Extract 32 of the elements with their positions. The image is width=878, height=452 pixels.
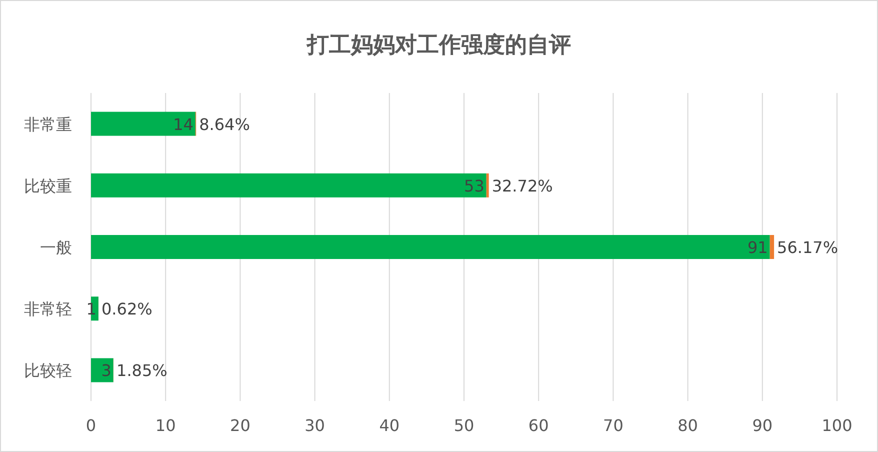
bar: [91, 235, 770, 259]
bar: [770, 235, 774, 259]
data-label: 0.62%: [102, 300, 152, 319]
data-label: 8.64%: [199, 114, 250, 134]
x-tick-label: 40: [379, 416, 400, 435]
x-tick-label: 80: [678, 416, 698, 435]
y-tick-label: 非常轻: [24, 300, 72, 319]
chart-title: 打工妈妈对工作强度的自评: [306, 32, 571, 58]
x-tick-label: 70: [603, 416, 624, 435]
y-tick-label: 比较重: [24, 176, 72, 196]
x-tick-label: 20: [230, 416, 250, 435]
x-tick-label: 0: [86, 416, 96, 435]
x-tick-label: 60: [528, 416, 549, 435]
data-label: 32.72%: [492, 176, 553, 196]
data-label: 91: [748, 238, 768, 257]
bar: [91, 173, 486, 198]
x-tick-label: 90: [752, 416, 773, 435]
x-tick-label: 50: [454, 416, 474, 435]
y-tick-label: 一般: [40, 238, 72, 257]
y-tick-label: 非常重: [24, 114, 72, 134]
data-label: 1.85%: [116, 361, 168, 380]
bar: [486, 173, 489, 198]
x-tick-label: 30: [304, 416, 325, 435]
x-tick-label: 100: [822, 416, 852, 435]
data-label: 56.17%: [777, 238, 838, 257]
bar: [91, 358, 114, 382]
x-tick-label: 10: [155, 416, 176, 435]
data-label: 14: [173, 114, 194, 134]
data-label: 53: [464, 176, 484, 196]
y-tick-label: 比较轻: [24, 361, 72, 380]
bar: [91, 112, 196, 136]
data-label: 3: [101, 361, 112, 380]
